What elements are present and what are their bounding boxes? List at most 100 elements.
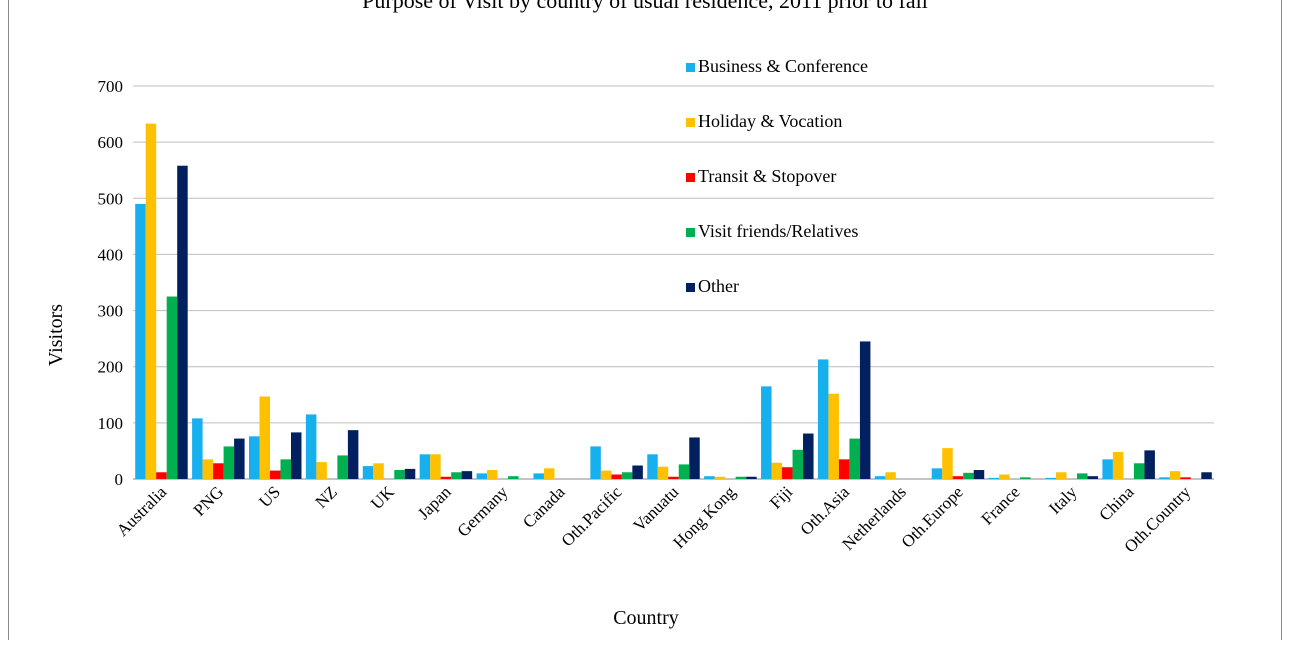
y-tick-label: 200 [98,358,124,377]
bar-nz-series-1 [316,462,327,479]
bar-france-series-3 [1020,477,1031,479]
bar-oth-pacific-series-4 [632,465,643,479]
x-tick-label: Fiji [766,482,796,512]
bar-oth-pacific-series-3 [621,472,633,479]
bar-canada-series-0 [533,473,544,479]
x-tick-label: China [1095,482,1137,524]
bar-australia-series-3 [166,296,178,479]
x-tick-label: NZ [311,482,340,511]
bar-nz-series-3 [337,455,348,479]
y-tick-label: 300 [98,302,124,321]
bar-nz-series-0 [305,414,317,479]
bar-australia-series-0 [135,203,146,479]
legend-swatch [686,283,695,292]
bar-png-series-4 [234,438,245,479]
y-tick-label: 0 [115,470,124,489]
x-tick-label: Hong Kong [669,482,739,552]
bar-netherlands-series-1 [885,472,896,479]
x-tick-label: Canada [519,482,569,532]
legend-label: Business & Conference [698,56,868,76]
bar-italy-series-0 [1045,477,1057,479]
bar-fiji-series-4 [803,433,814,479]
legend-label: Transit & Stopover [698,166,836,186]
y-axis-ticks: 0 100 200 300 400 500 600 700 [98,77,124,489]
bar-oth-asia-series-2 [838,459,850,479]
bar-oth-pacific-series-1 [600,470,612,479]
bar-japan-series-2 [440,476,452,479]
legend-swatch [686,228,695,237]
bar-oth-europe-series-4 [973,470,985,479]
bar-germany-series-3 [508,476,519,479]
bar-oth-europe-series-2 [952,476,964,479]
x-tick-label: Italy [1045,482,1081,518]
chart-frame [8,0,1282,640]
legend-label: Visit friends/Relatives [698,221,858,241]
bar-fiji-series-1 [771,462,783,479]
bar-netherlands-series-0 [874,476,886,479]
bar-oth-asia-series-1 [828,393,839,479]
bar-germany-series-0 [476,473,488,479]
bar-china-series-1 [1112,452,1124,479]
y-tick-label: 700 [98,77,124,96]
bar-oth-pacific-series-0 [590,446,601,479]
bar-japan-series-4 [461,471,473,479]
bar-oth-country-series-2 [1180,477,1191,479]
legend: Business & Conference Holiday & Vocation T… [686,56,868,296]
bar-italy-series-4 [1087,476,1099,479]
bars [135,123,1212,480]
bar-china-series-0 [1102,459,1113,479]
y-tick-label: 400 [98,245,124,264]
x-tick-label: Japan [414,482,455,523]
bar-oth-europe-series-1 [942,448,953,479]
bar-australia-series-1 [145,123,157,479]
bar-uk-series-3 [394,470,405,479]
bar-oth-country-series-4 [1201,472,1212,479]
bar-oth-europe-series-0 [931,468,943,479]
bar-uk-series-4 [404,468,416,479]
bar-oth-pacific-series-2 [611,474,622,479]
bar-png-series-3 [223,446,235,479]
legend-label: Holiday & Vocation [698,111,842,131]
bar-germany-series-1 [487,470,498,479]
x-tick-label: Germany [453,482,512,541]
y-axis-label: Visitors [45,304,67,366]
bar-nz-series-4 [347,430,359,479]
bar-oth-country-series-0 [1159,477,1170,479]
bar-australia-series-2 [156,472,167,479]
x-tick-label: Vanuatu [629,482,682,535]
x-tick-label: Oth.Pacific [558,482,626,550]
bar-fiji-series-2 [782,467,793,479]
bar-png-series-2 [213,463,224,479]
bar-png-series-1 [202,459,214,479]
bar-hong-kong-series-1 [714,476,726,479]
bar-uk-series-0 [362,466,374,479]
bar-fiji-series-0 [761,386,772,479]
y-tick-label: 600 [98,133,124,152]
bar-us-series-1 [259,396,270,479]
bar-hong-kong-series-0 [704,476,715,479]
bar-vanuatu-series-0 [647,454,658,479]
bar-vanuatu-series-1 [657,466,669,479]
y-tick-label: 100 [98,414,124,433]
bar-us-series-2 [269,470,281,479]
legend-swatch [686,173,695,182]
bar-italy-series-1 [1056,472,1067,479]
bar-australia-series-4 [177,165,188,480]
legend-label: Other [698,276,739,296]
bar-oth-asia-series-0 [817,359,829,479]
bar-vanuatu-series-3 [678,464,690,479]
bar-japan-series-0 [419,454,431,479]
bar-hong-kong-series-4 [746,476,757,479]
x-tick-label: US [255,482,284,511]
chart-caption: Purpose of Visit by country of usual res… [362,0,928,13]
bar-us-series-3 [280,459,291,479]
bar-us-series-4 [290,432,302,479]
bar-france-series-1 [999,474,1010,479]
bar-china-series-4 [1144,450,1155,479]
bar-uk-series-1 [373,463,384,479]
bar-vanuatu-series-2 [668,476,679,479]
x-tick-label: France [978,482,1024,528]
gridlines [133,85,1214,480]
legend-swatch [686,63,695,72]
